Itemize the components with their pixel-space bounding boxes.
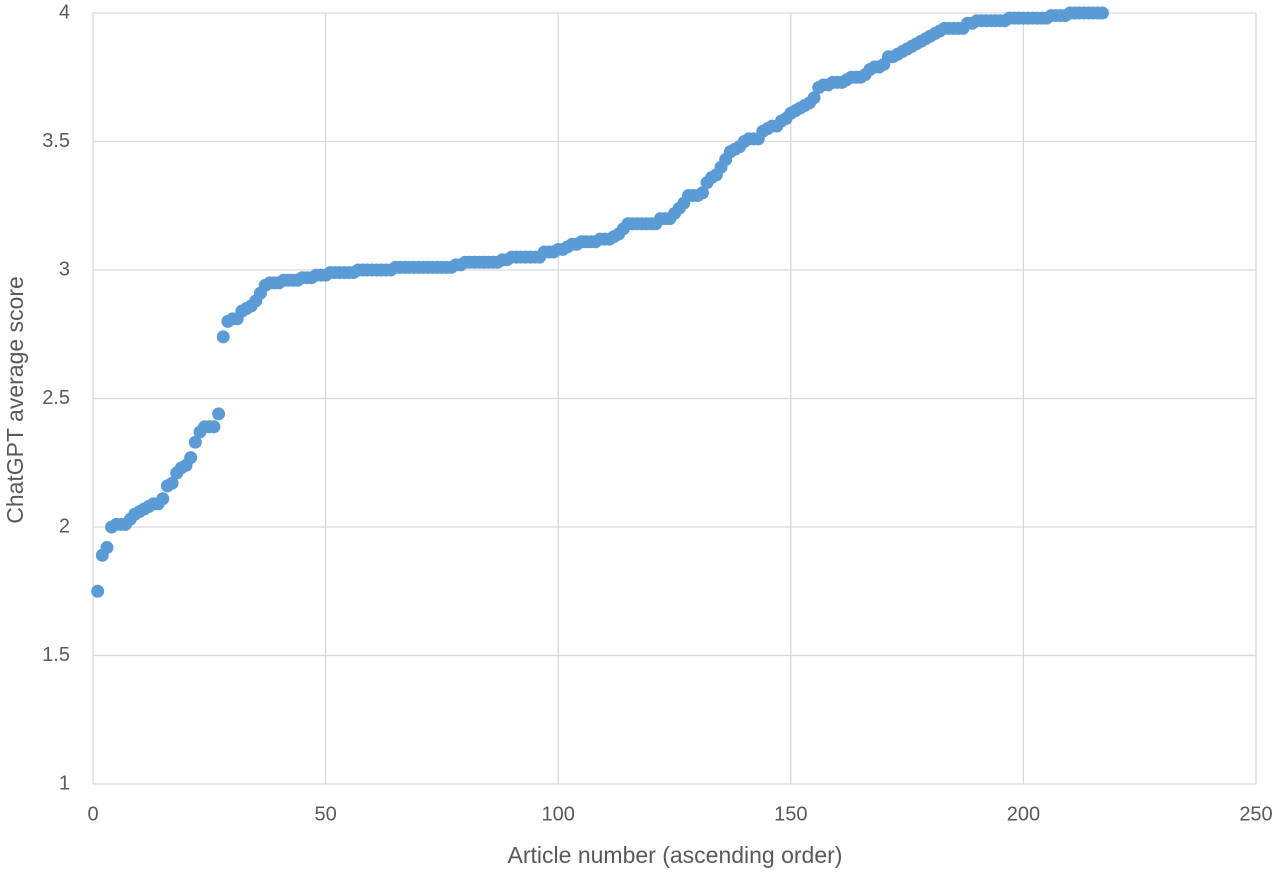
data-point: [207, 420, 221, 434]
data-point: [91, 584, 105, 598]
data-point: [100, 541, 114, 555]
x-tick-label: 0: [87, 803, 98, 825]
data-point: [165, 476, 179, 490]
y-tick-label: 3: [59, 258, 70, 280]
data-point: [156, 492, 170, 506]
x-tick-label: 50: [314, 803, 336, 825]
data-point: [184, 451, 198, 465]
data-point: [188, 435, 202, 449]
y-tick-label: 2.5: [42, 387, 70, 409]
x-tick-label: 100: [542, 803, 575, 825]
y-tick-label: 1: [59, 772, 70, 794]
x-tick-label: 150: [774, 803, 807, 825]
x-tick-label: 200: [1007, 803, 1040, 825]
y-tick-label: 3.5: [42, 130, 70, 152]
y-tick-label: 2: [59, 515, 70, 537]
y-tick-label: 4: [59, 1, 70, 23]
data-point: [212, 407, 226, 421]
data-point: [695, 186, 709, 200]
data-point: [807, 91, 821, 105]
data-point: [1095, 6, 1109, 20]
y-tick-label: 1.5: [42, 644, 70, 666]
x-axis-title: Article number (ascending order): [508, 842, 843, 868]
y-axis-title: ChatGPT average score: [2, 276, 28, 524]
x-tick-label: 250: [1239, 803, 1272, 825]
data-point: [216, 330, 230, 344]
